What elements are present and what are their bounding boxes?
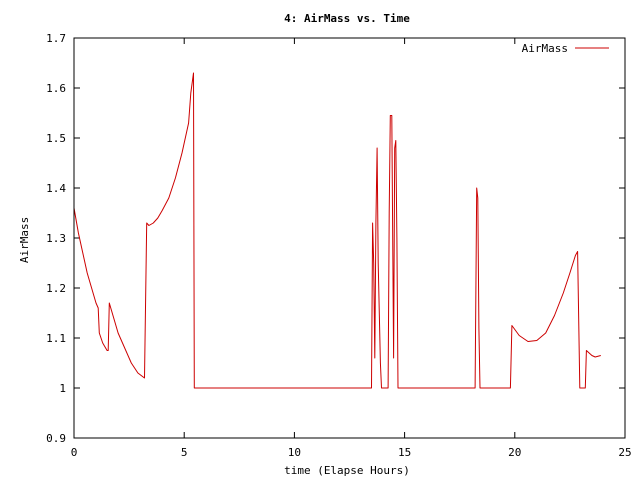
y-tick-label: 1.6: [46, 82, 66, 95]
x-tick-label: 20: [508, 446, 521, 459]
x-tick-label: 10: [288, 446, 301, 459]
x-tick-label: 25: [618, 446, 631, 459]
x-tick-label: 15: [398, 446, 411, 459]
x-tick-label: 5: [181, 446, 188, 459]
y-tick-label: 1.3: [46, 232, 66, 245]
axis-ticks: 0 5 10 15 20 25 0.9 1 1.1 1.2 1.3 1.4 1.5 1.6 1.7: [46, 32, 632, 459]
y-tick-label: 1: [59, 382, 66, 395]
series-line-airmass: [73, 72, 601, 389]
x-axis-label: time (Elapse Hours): [284, 464, 410, 477]
x-tick-label: 0: [71, 446, 78, 459]
y-tick-label: 1.1: [46, 332, 66, 345]
y-tick-label: 1.2: [46, 282, 66, 295]
legend-label-airmass: AirMass: [522, 42, 568, 55]
y-axis-label: AirMass: [18, 217, 31, 263]
y-tick-label: 1.7: [46, 32, 66, 45]
chart-title: 4: AirMass vs. Time: [284, 12, 410, 25]
plot-area-border: [73, 37, 626, 439]
legend: AirMass: [522, 42, 609, 55]
y-tick-label: 0.9: [46, 432, 66, 445]
series-layer: [73, 72, 601, 389]
y-tick-label: 1.5: [46, 132, 66, 145]
y-tick-label: 1.4: [46, 182, 66, 195]
